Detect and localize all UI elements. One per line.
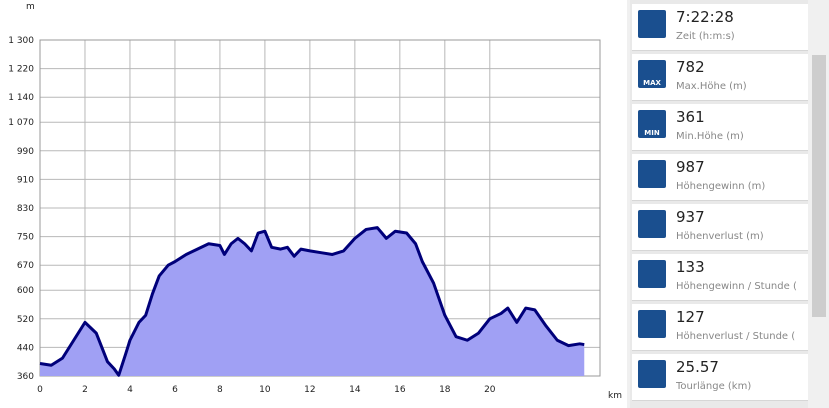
y-tick-label: 1 300 [8,36,34,46]
stat-value: 782 [676,58,705,76]
scroll-thumb[interactable] [812,55,826,317]
stat-label: Höhenverlust (m) [676,231,764,242]
area [40,227,585,376]
stat-value: 127 [676,308,705,326]
stats-panel: 7:22:28 Zeit (h:m:s) MAX 782 Max.Höhe (m) MIN… [630,0,808,408]
x-tick-label: 12 [304,385,315,395]
y-tick-label: 910 [17,175,34,185]
x-tick-label: 2 [82,385,88,395]
x-tick-label: 0 [37,385,43,395]
x-tick-label: 20 [484,385,496,395]
stat-value: 987 [676,158,705,176]
stat-icon [638,260,666,288]
stat-card: 7:22:28 Zeit (h:m:s) [632,4,808,51]
y-tick-label: 1 070 [8,118,34,128]
x-unit: km [608,391,622,401]
stat-value: 361 [676,108,705,126]
icon-label: MIN [644,129,660,137]
y-tick-label: 440 [17,343,34,353]
y-tick-label: 990 [17,147,34,157]
x-tick-label: 10 [259,385,271,395]
chart: m km 360 440 520 600 670 750 830 910 990 1 070 1 1… [0,0,627,408]
y-tick-label: 360 [17,372,34,382]
x-tick-label: 14 [349,385,361,395]
y-tick-label: 1 220 [8,65,34,75]
stat-label: Tourlänge (km) [676,381,752,392]
x-tick-label: 4 [127,385,133,395]
stat-card: 127 Höhenverlust / Stunde ( [632,304,808,351]
stat-value: 7:22:28 [676,8,734,26]
stat-icon [638,360,666,388]
stat-label: Höhenverlust / Stunde ( [676,331,796,342]
y-tick-label: 750 [17,233,34,243]
stat-icon [638,310,666,338]
y-unit: m [26,2,35,12]
stat-label: Höhengewinn (m) [676,181,766,192]
scrollbar[interactable] [810,0,827,408]
stat-card: 937 Höhenverlust (m) [632,204,808,251]
icon-label: MAX [643,79,661,87]
stat-card: 987 Höhengewinn (m) [632,154,808,201]
stat-icon: MAX [638,60,666,88]
stat-label: Max.Höhe (m) [676,81,747,92]
stat-label: Min.Höhe (m) [676,131,744,142]
stat-value: 937 [676,208,705,226]
x-tick-label: 8 [217,385,223,395]
y-tick-label: 520 [17,315,34,325]
stat-icon: MIN [638,110,666,138]
y-tick-label: 670 [17,261,34,271]
stat-icon [638,10,666,38]
stat-card: 133 Höhengewinn / Stunde ( [632,254,808,301]
y-tick-label: 830 [17,204,34,214]
stat-card: MAX 782 Max.Höhe (m) [632,54,808,101]
stat-card: MIN 361 Min.Höhe (m) [632,104,808,151]
stat-icon [638,210,666,238]
x-tick-label: 16 [394,385,406,395]
y-tick-label: 600 [17,286,34,296]
profile-line [39,226,585,377]
y-tick-label: 1 140 [8,93,34,103]
stat-icon [638,160,666,188]
x-tick-label: 18 [439,385,451,395]
stat-label: Höhengewinn / Stunde ( [676,281,797,292]
stat-card: 25.57 Tourlänge (km) [632,354,808,401]
stat-label: Zeit (h:m:s) [676,31,735,42]
stat-value: 133 [676,258,705,276]
x-tick-label: 6 [172,385,178,395]
stat-value: 25.57 [676,358,719,376]
